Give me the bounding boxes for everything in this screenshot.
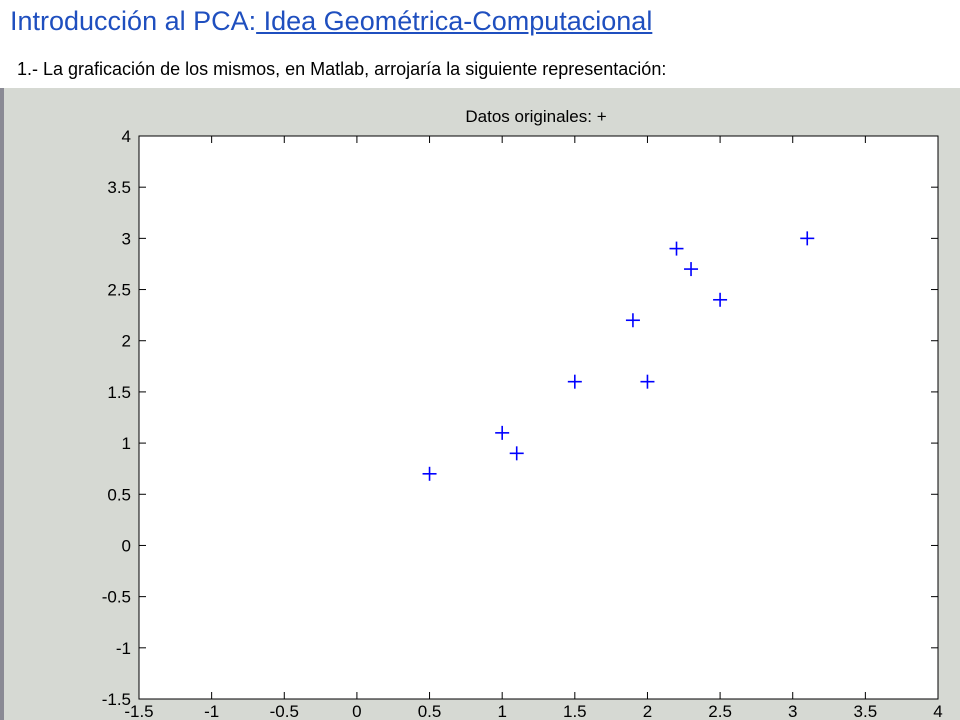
slide-subtitle: 1.- La graficación de los mismos, en Mat… (17, 59, 667, 79)
slide-title-prefix: Introducción al PCA: (10, 6, 257, 36)
matlab-figure: Datos originales: + -1.5 -1 -0.5 0 0.5 1 1.5 2 2… (0, 88, 960, 720)
x-tick-label: 4 (933, 702, 942, 720)
y-tick-label: 1 (122, 434, 131, 453)
y-tick-label: 2 (122, 332, 131, 351)
data-point (684, 262, 699, 277)
y-tick-label: 2.5 (107, 281, 131, 300)
x-tick-labels: -1.5 -1 -0.5 0 0.5 1 1.5 2 2.5 3 3.5 4 (124, 702, 942, 720)
y-tick-label: 0.5 (107, 485, 131, 504)
data-point (509, 446, 524, 461)
y-tick-label: -1.5 (102, 690, 131, 709)
chart-title: Datos originales: + (465, 107, 606, 126)
x-tick-label: 0 (352, 702, 361, 720)
x-tick-label: 2.5 (708, 702, 732, 720)
y-tick-label: -1 (116, 639, 131, 658)
slide-title: Introducción al PCA: Idea Geométrica-Com… (10, 6, 652, 37)
y-tick-label: 4 (122, 127, 131, 146)
y-tick-label: 3.5 (107, 178, 131, 197)
y-tick-labels: -1.5 -1 -0.5 0 0.5 1 1.5 2 2.5 3 3.5 4 (102, 127, 131, 709)
x-tick-label: -1.5 (124, 702, 153, 720)
data-point (625, 313, 640, 328)
scatter-chart: Datos originales: + -1.5 -1 -0.5 0 0.5 1 1.5 2 2… (102, 107, 943, 720)
axis-ticks (138, 135, 939, 700)
y-tick-label: -0.5 (102, 588, 131, 607)
y-tick-label: 3 (122, 229, 131, 248)
y-tick-label: 0 (122, 536, 131, 555)
data-point (495, 425, 510, 440)
x-tick-label: 0.5 (418, 702, 442, 720)
data-point (800, 231, 815, 246)
x-tick-label: 3.5 (854, 702, 878, 720)
data-point (669, 241, 684, 256)
x-tick-label: 3 (788, 702, 797, 720)
data-point (640, 374, 655, 389)
data-point (422, 466, 437, 481)
x-tick-label: 2 (643, 702, 652, 720)
slide-title-accent: Idea Geométrica-Computacional (256, 6, 653, 36)
data-point (713, 292, 728, 307)
x-tick-label: -1 (204, 702, 219, 720)
data-point (567, 374, 582, 389)
data-points (422, 231, 815, 481)
x-tick-label: -0.5 (270, 702, 299, 720)
y-tick-label: 1.5 (107, 383, 131, 402)
axes-box (138, 135, 939, 700)
x-tick-label: 1.5 (563, 702, 587, 720)
x-tick-label: 1 (497, 702, 506, 720)
